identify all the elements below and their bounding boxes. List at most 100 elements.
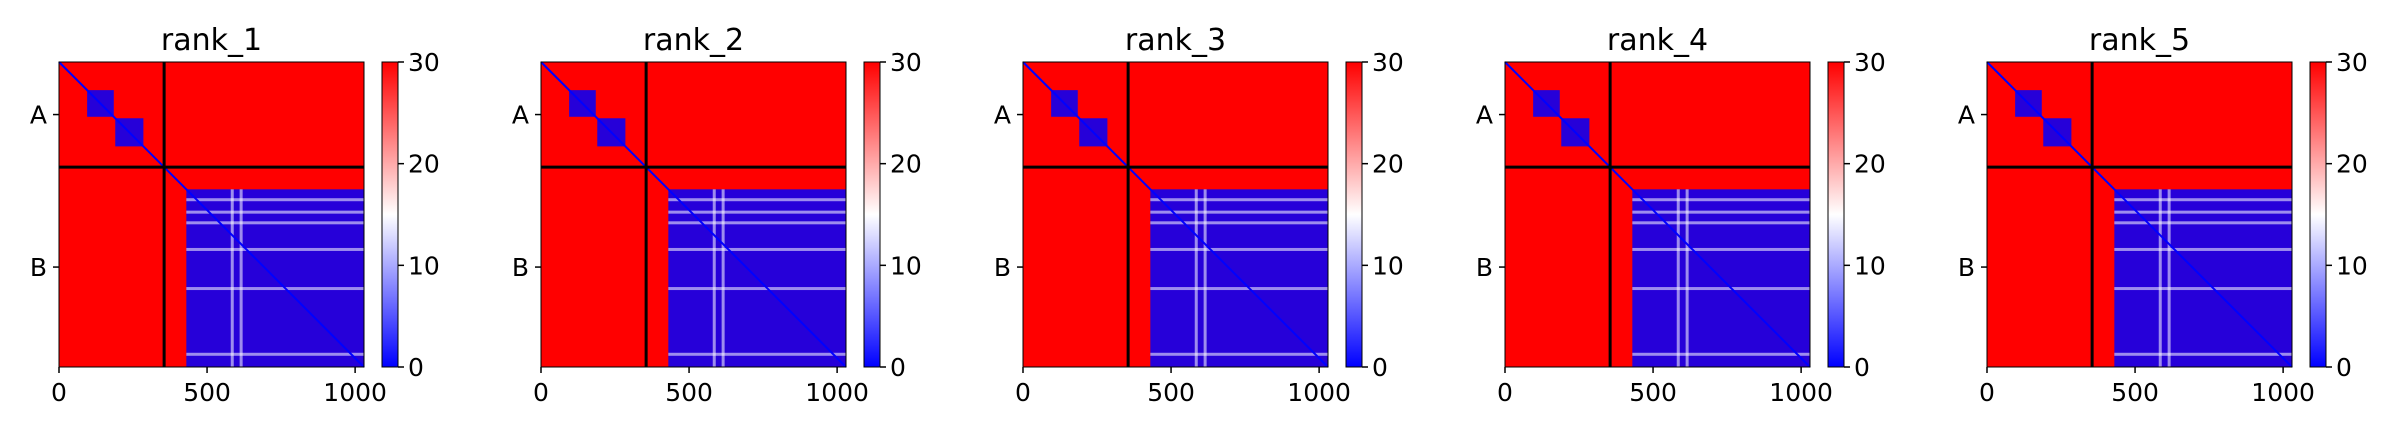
texture-stripe <box>2167 189 2171 367</box>
colorbar-tick-label: 20 <box>2336 150 2368 179</box>
colorbar-tick-label: 30 <box>1372 48 1404 77</box>
texture-stripe <box>2158 189 2162 367</box>
colorbar <box>1345 61 1363 368</box>
x-tick-label: 1000 <box>1287 378 1351 407</box>
diagonal-line <box>1504 61 1811 368</box>
x-tick-label: 1000 <box>2251 378 2315 407</box>
diagonal-line <box>1986 61 2293 368</box>
texture-stripe <box>668 210 846 214</box>
x-tick-label: 0 <box>1497 378 1513 407</box>
heatmap-frame <box>1022 61 1329 368</box>
texture-stripe <box>1632 210 1810 214</box>
x-tick-label: 500 <box>1629 378 1677 407</box>
y-tick-label: A <box>1958 101 1975 130</box>
x-tick-label: 500 <box>1147 378 1195 407</box>
colorbar-tick-label: 0 <box>1372 353 1388 382</box>
colorbar-tick-label: 20 <box>890 150 922 179</box>
texture-stripe <box>2114 198 2292 202</box>
heatmap-frame <box>540 61 847 368</box>
texture-stripe <box>1150 210 1328 214</box>
texture-stripe <box>668 198 846 202</box>
x-tick-label: 1000 <box>1769 378 1833 407</box>
colorbar-tick-label: 0 <box>408 353 424 382</box>
texture-stripe <box>1632 287 1810 291</box>
colorbar-tick-label: 20 <box>1854 150 1886 179</box>
panel-title: rank_2 <box>643 23 744 58</box>
texture-stripe <box>1150 287 1328 291</box>
x-tick-label: 500 <box>2111 378 2159 407</box>
texture-stripe <box>1685 189 1689 367</box>
x-tick-label: 0 <box>1979 378 1995 407</box>
y-tick-label: B <box>512 253 529 282</box>
texture-stripe <box>1676 189 1680 367</box>
texture-stripe <box>1150 221 1328 225</box>
colorbar-tick-label: 30 <box>2336 48 2368 77</box>
texture-stripe <box>230 189 234 367</box>
y-tick-label: B <box>994 253 1011 282</box>
colorbar-tick-label: 20 <box>408 150 440 179</box>
colorbar-tick-label: 10 <box>408 251 440 280</box>
colorbar <box>381 61 399 368</box>
heatmap-frame <box>1504 61 1811 368</box>
colorbar-tick-label: 0 <box>1854 353 1870 382</box>
panel-title: rank_1 <box>161 23 262 58</box>
texture-stripe <box>668 221 846 225</box>
y-tick-label: B <box>1476 253 1493 282</box>
x-tick-label: 500 <box>183 378 231 407</box>
texture-stripe <box>1632 221 1810 225</box>
y-tick-label: A <box>994 101 1011 130</box>
y-tick-label: B <box>30 253 47 282</box>
texture-stripe <box>1632 247 1810 251</box>
texture-stripe <box>2114 221 2292 225</box>
y-tick-label: B <box>1958 253 1975 282</box>
diagonal-line <box>540 61 847 368</box>
y-tick-label: A <box>1476 101 1493 130</box>
texture-stripe <box>1194 189 1198 367</box>
x-tick-label: 1000 <box>805 378 869 407</box>
texture-stripe <box>668 287 846 291</box>
panel-5: rank_5 A B 0 500 1000 0 10 20 30 <box>1958 23 2368 407</box>
texture-stripe <box>1150 198 1328 202</box>
colorbar-tick-label: 30 <box>890 48 922 77</box>
texture-stripe <box>712 189 716 367</box>
panel-4: rank_4 A B 0 500 1000 0 10 20 30 <box>1476 23 1886 407</box>
colorbar-tick-label: 20 <box>1372 150 1404 179</box>
colorbar-tick-label: 0 <box>890 353 906 382</box>
colorbar-tick-label: 0 <box>2336 353 2352 382</box>
x-tick-label: 0 <box>1015 378 1031 407</box>
colorbar-tick-label: 10 <box>1372 251 1404 280</box>
x-tick-label: 1000 <box>323 378 387 407</box>
texture-stripe <box>2114 287 2292 291</box>
y-tick-label: A <box>30 101 47 130</box>
texture-stripe <box>2114 352 2292 356</box>
colorbar-tick-label: 10 <box>1854 251 1886 280</box>
heatmap-frame <box>58 61 365 368</box>
texture-stripe <box>2114 247 2292 251</box>
texture-stripe <box>186 198 364 202</box>
texture-stripe <box>186 221 364 225</box>
panel-title: rank_5 <box>2089 23 2190 58</box>
texture-stripe <box>1150 247 1328 251</box>
texture-stripe <box>239 189 243 367</box>
panel-3: rank_3 A B 0 500 1000 0 10 20 30 <box>994 23 1404 407</box>
panel-title: rank_3 <box>1125 23 1226 58</box>
texture-stripe <box>1632 198 1810 202</box>
texture-stripe <box>1632 352 1810 356</box>
texture-stripe <box>668 247 846 251</box>
texture-stripe <box>186 287 364 291</box>
colorbar-tick-label: 10 <box>890 251 922 280</box>
colorbar <box>863 61 881 368</box>
colorbar-tick-label: 10 <box>2336 251 2368 280</box>
texture-stripe <box>1150 352 1328 356</box>
texture-stripe <box>186 247 364 251</box>
x-tick-label: 0 <box>533 378 549 407</box>
colorbar-tick-label: 30 <box>1854 48 1886 77</box>
panel-title: rank_4 <box>1607 23 1708 58</box>
texture-stripe <box>668 352 846 356</box>
panel-2: rank_2 A B 0 500 1000 0 10 20 30 <box>512 23 922 407</box>
texture-stripe <box>1203 189 1207 367</box>
x-tick-label: 0 <box>51 378 67 407</box>
heatmap-frame <box>1986 61 2293 368</box>
diagonal-line <box>1022 61 1329 368</box>
